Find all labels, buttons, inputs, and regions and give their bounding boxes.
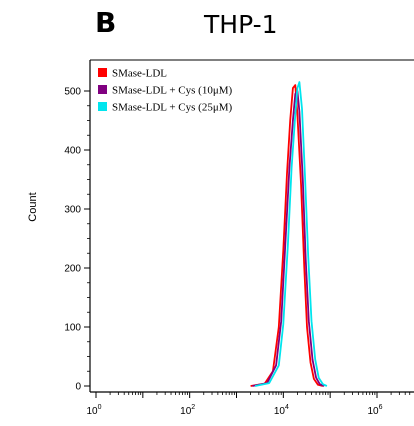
legend-swatch-3 [98, 102, 107, 111]
series-line-1 [250, 84, 324, 387]
axes: 0 100 200 300 400 500 100 102 104 106 [64, 59, 414, 417]
series-line-3 [254, 81, 328, 387]
x-tick-label: 104 [274, 404, 289, 417]
legend-label-2: SMase-LDL + Cys (10μM) [112, 85, 232, 97]
chart-title: THP-1 [204, 10, 278, 39]
legend-label-1: SMase-LDL [112, 68, 167, 80]
y-tick-label: 400 [64, 146, 81, 157]
y-tick-label: 0 [75, 382, 81, 393]
curves [250, 81, 328, 387]
y-tick-label: 500 [64, 87, 81, 98]
x-tick-label: 102 [180, 404, 195, 417]
y-tick-label: 200 [64, 264, 81, 275]
y-tick-label: 100 [64, 323, 81, 334]
legend-swatch-2 [98, 85, 107, 94]
x-tick-label: 106 [367, 404, 382, 417]
legend-label-3: SMase-LDL + Cys (25μM) [112, 102, 232, 114]
legend-swatch-1 [98, 68, 107, 77]
y-tick-label: 300 [64, 205, 81, 216]
x-tick-label: 100 [86, 404, 101, 417]
legend: SMase-LDL SMase-LDL + Cys (10μM) SMase-LDL… [98, 68, 232, 114]
panel-letter: B [95, 6, 117, 39]
